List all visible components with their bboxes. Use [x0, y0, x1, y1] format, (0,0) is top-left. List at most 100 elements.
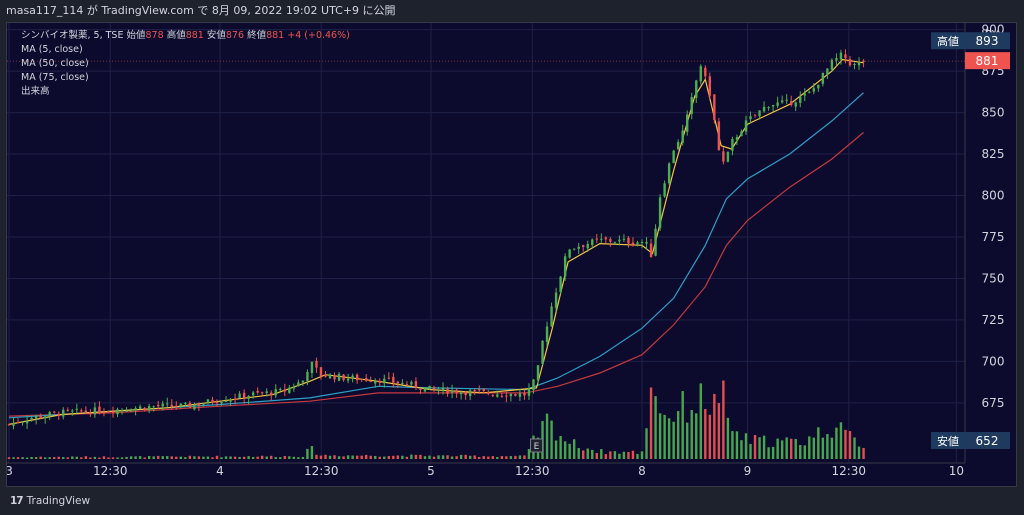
- volume-bar: [478, 456, 481, 459]
- volume-bar: [57, 456, 60, 459]
- volume-bar: [658, 413, 662, 459]
- volume-bar: [224, 456, 228, 459]
- candle-up: [179, 403, 183, 407]
- candle-up: [527, 388, 531, 396]
- volume-bar: [39, 456, 42, 459]
- volume-bar: [184, 457, 187, 459]
- candle-up: [762, 106, 766, 112]
- legend-close-value: 881: [266, 30, 285, 41]
- volume-bar: [202, 456, 205, 459]
- volume-bar: [563, 441, 567, 459]
- legend-ma5[interactable]: MA (5, close): [21, 44, 83, 55]
- legend-volume[interactable]: 出来高: [21, 86, 50, 97]
- price-marker-label: 高値: [937, 34, 959, 48]
- volume-bar: [735, 431, 739, 459]
- candle-up: [541, 340, 544, 364]
- candle-up: [450, 390, 454, 393]
- volume-bar: [839, 422, 843, 459]
- candle-down: [446, 388, 449, 394]
- candle-down: [157, 404, 160, 407]
- volume-bar: [740, 440, 743, 459]
- volume-bar: [622, 451, 626, 459]
- chart-canvas[interactable]: 675700725750775800825850875900JPY312:304…: [7, 23, 1018, 488]
- volume-bar: [383, 456, 386, 459]
- volume-bar: [98, 457, 101, 459]
- volume-bar: [107, 457, 110, 459]
- volume-bar: [464, 454, 467, 459]
- volume-bar: [43, 457, 47, 459]
- volume-bar: [310, 446, 314, 459]
- candle-up: [120, 409, 124, 411]
- volume-bar: [364, 454, 368, 459]
- price-marker-value-box: [965, 52, 1010, 70]
- candle-up: [771, 104, 775, 107]
- volume-bar: [392, 455, 395, 459]
- candle-down: [369, 380, 372, 382]
- candle-up: [667, 163, 671, 184]
- volume-bar: [631, 450, 635, 459]
- y-tick-label: 725: [982, 313, 1005, 327]
- volume-bar: [423, 456, 427, 459]
- price-marker-value-box: [965, 432, 1010, 449]
- candle-down: [53, 411, 56, 413]
- volume-bar: [848, 431, 852, 459]
- candle-up: [830, 59, 834, 70]
- price-marker-label-box: [931, 32, 965, 50]
- volume-bar: [34, 457, 38, 459]
- candle-up: [147, 406, 151, 411]
- candle-up: [62, 409, 65, 417]
- legend-ma50[interactable]: MA (50, close): [21, 58, 89, 69]
- candle-up: [695, 80, 698, 98]
- volume-bar: [120, 457, 124, 459]
- candle-up: [274, 389, 277, 396]
- candle-up: [518, 393, 522, 397]
- candle-up: [672, 150, 675, 164]
- candle-up: [676, 142, 680, 150]
- candle-up: [238, 393, 241, 398]
- volume-bar: [505, 456, 508, 459]
- volume-bar: [419, 454, 422, 459]
- candle-down: [143, 407, 146, 410]
- volume-bar: [450, 456, 454, 459]
- candle-up: [229, 399, 232, 402]
- candle-up: [658, 197, 662, 229]
- legend-ma75[interactable]: MA (75, close): [21, 72, 89, 83]
- candle-down: [514, 394, 517, 396]
- candle-down: [215, 401, 219, 404]
- y-tick-label: 775: [982, 230, 1005, 244]
- volume-bar: [821, 437, 825, 459]
- candle-up: [645, 241, 648, 244]
- volume-bar: [93, 456, 97, 459]
- volume-bar: [776, 438, 779, 459]
- x-tick-label: 10: [949, 464, 964, 478]
- tradingview-logo[interactable]: 17 TradingView: [10, 495, 90, 507]
- volume-bar: [595, 453, 598, 459]
- volume-bar: [193, 456, 196, 459]
- candle-up: [826, 68, 829, 75]
- volume-bar: [645, 428, 648, 459]
- chart-frame[interactable]: 675700725750775800825850875900JPY312:304…: [6, 22, 1017, 487]
- price-marker-value-box: [965, 32, 1010, 50]
- candle-down: [175, 405, 178, 407]
- y-tick-label: 825: [982, 147, 1005, 161]
- volume-bar: [550, 420, 553, 459]
- candle-down: [414, 381, 418, 388]
- volume-bar: [102, 456, 106, 459]
- volume-bar: [378, 456, 381, 459]
- volume-bar: [830, 437, 834, 459]
- tradingview-brand: TradingView: [26, 495, 91, 507]
- volume-bar: [387, 456, 390, 459]
- volume-bar: [306, 448, 309, 459]
- candle-down: [722, 151, 725, 162]
- candle-up: [545, 326, 549, 343]
- volume-bar: [636, 453, 639, 459]
- volume-bar: [170, 456, 173, 459]
- volume-bar: [179, 456, 183, 459]
- candle-up: [699, 66, 702, 82]
- y-tick-label: 750: [982, 271, 1005, 285]
- candle-down: [84, 410, 88, 412]
- volume-bar: [147, 456, 151, 459]
- volume-bar: [762, 435, 766, 459]
- candle-up: [34, 415, 38, 419]
- volume-bar: [84, 456, 88, 459]
